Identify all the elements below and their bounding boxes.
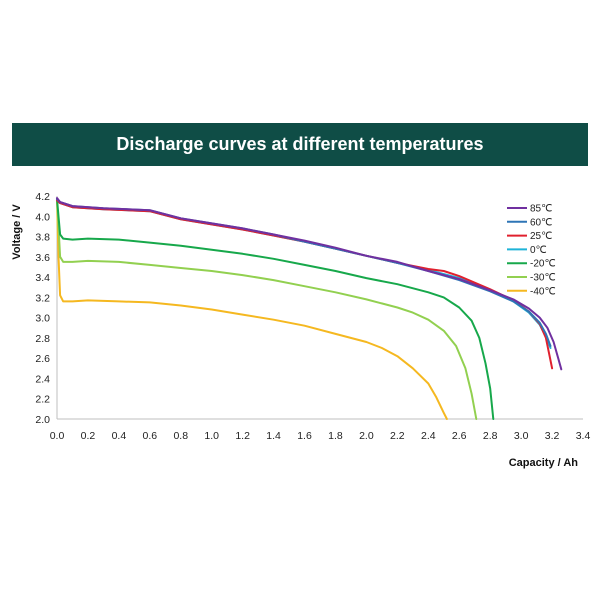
x-tick-label: 1.2	[235, 430, 250, 442]
x-tick-label: 1.4	[266, 430, 281, 442]
series-line	[56, 197, 563, 371]
x-tick-label: 2.4	[421, 430, 436, 442]
x-tick-label: 2.0	[359, 430, 374, 442]
x-tick-label: 0.0	[50, 430, 65, 442]
legend-label: 85℃	[530, 204, 552, 215]
series-lines	[56, 197, 563, 420]
x-tick-label: 0.8	[173, 430, 188, 442]
x-tick-label: 2.2	[390, 430, 405, 442]
series-line	[56, 198, 495, 420]
x-tick-label: 3.0	[514, 430, 529, 442]
y-tick-label: 4.0	[35, 211, 50, 223]
x-tick-label: 3.2	[545, 430, 560, 442]
y-tick-label: 3.6	[35, 252, 50, 264]
x-tick-label: 1.6	[297, 430, 312, 442]
y-tick-label: 3.2	[35, 292, 50, 304]
y-tick-label: 3.0	[35, 313, 50, 325]
x-tick-label: 3.4	[576, 430, 591, 442]
chart-title: Discharge curves at different temperatur…	[12, 123, 588, 166]
legend-label: -20℃	[530, 259, 556, 270]
y-tick-label: 3.4	[35, 272, 50, 284]
legend: 85℃ 60℃ 25℃ 0℃ -20℃ -30℃ -40℃	[507, 204, 556, 297]
legend-label: -30℃	[530, 273, 556, 284]
legend-label: -40℃	[530, 286, 556, 297]
y-tick-label: 4.2	[35, 191, 50, 203]
legend-label: 25℃	[530, 231, 552, 242]
x-tick-label: 2.8	[483, 430, 498, 442]
y-tick-label: 2.6	[35, 353, 50, 365]
x-tick-label: 0.4	[112, 430, 127, 442]
legend-label: 0℃	[530, 245, 547, 256]
series-line	[56, 198, 478, 420]
y-tick-label: 3.8	[35, 232, 50, 244]
y-tick-label: 2.2	[35, 394, 50, 406]
x-tick-label: 2.6	[452, 430, 467, 442]
y-tick-label: 2.4	[35, 373, 50, 385]
x-tick-label: 0.2	[81, 430, 96, 442]
y-axis-title: Voltage / V	[11, 204, 23, 260]
x-axis-ticks: 0.0 0.2 0.4 0.6 0.8 1.0 1.2 1.4 1.6 1.8 2.0 2.2 2.4 2…	[50, 430, 591, 442]
x-tick-label: 1.0	[204, 430, 219, 442]
series-line	[56, 199, 554, 370]
plot-frame	[56, 196, 583, 420]
x-tick-label: 1.8	[328, 430, 343, 442]
x-axis-title: Capacity / Ah	[509, 457, 579, 469]
y-tick-label: 2.0	[35, 414, 50, 426]
y-tick-label: 2.8	[35, 333, 50, 345]
x-tick-label: 0.6	[143, 430, 158, 442]
series-line	[56, 198, 552, 347]
series-line	[56, 198, 448, 420]
y-axis-ticks: 2.0 2.2 2.4 2.6 2.8 3.0 3.2 3.4 3.6 3.8 4.0 4.2	[35, 191, 50, 426]
legend-label: 60℃	[530, 217, 552, 228]
